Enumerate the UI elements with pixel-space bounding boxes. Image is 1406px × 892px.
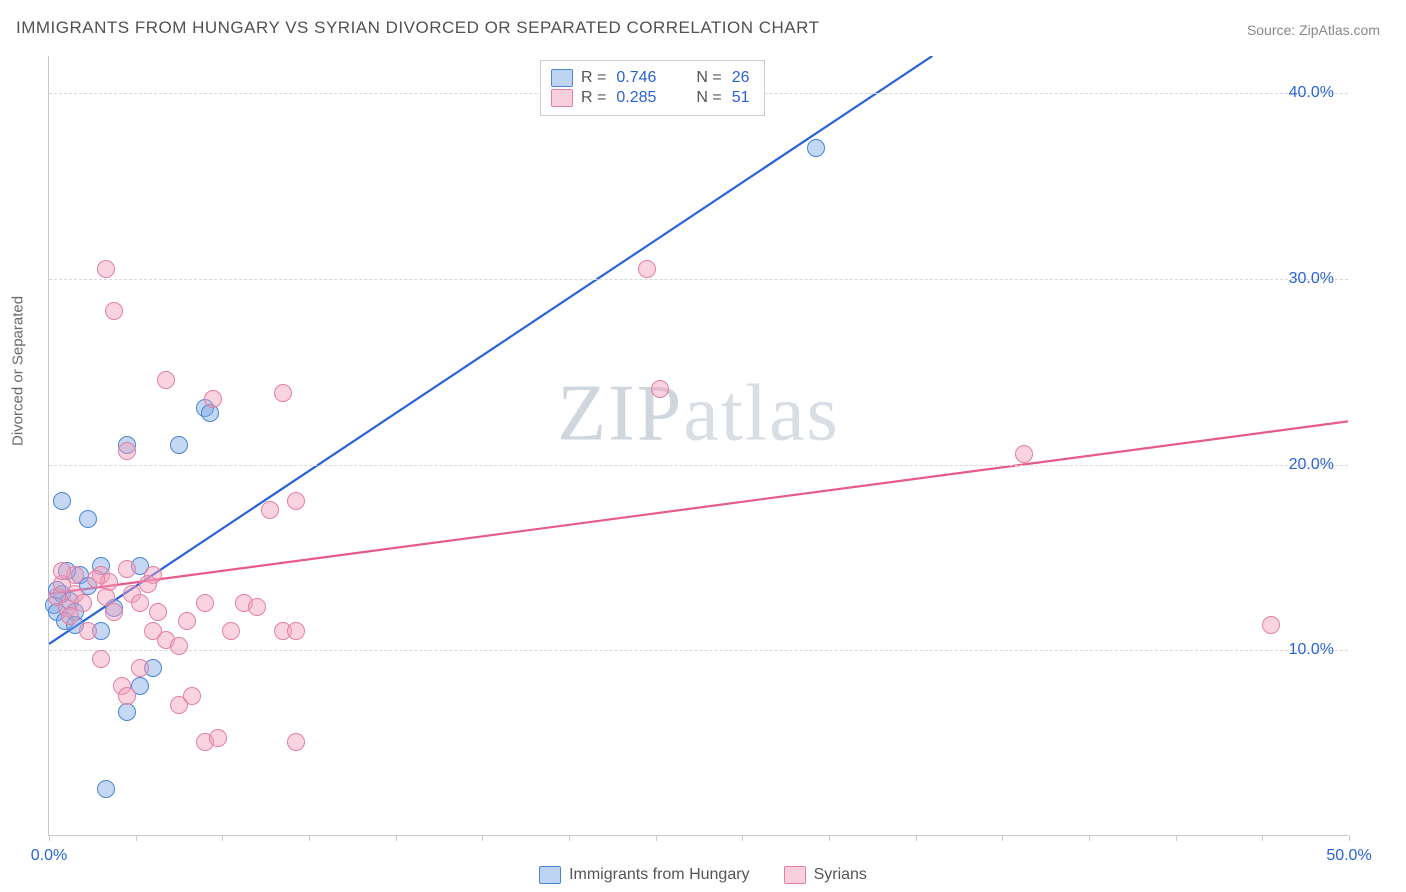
x-tick-mark <box>49 835 50 841</box>
x-tick-mark <box>136 835 137 841</box>
y-tick-label: 20.0% <box>1289 456 1334 474</box>
correlation-legend: R = 0.746 N = 26 R = 0.285 N = 51 <box>540 60 765 116</box>
y-tick-label: 30.0% <box>1289 270 1334 288</box>
r-label: R = <box>581 89 606 107</box>
n-label: N = <box>696 69 721 87</box>
data-point <box>170 637 188 655</box>
data-point <box>97 588 115 606</box>
x-tick-mark <box>829 835 830 841</box>
gridline <box>49 465 1348 466</box>
data-point <box>149 603 167 621</box>
data-point <box>638 260 656 278</box>
x-tick-mark <box>1349 835 1350 841</box>
source-name: ZipAtlas.com <box>1299 22 1380 38</box>
data-point <box>287 622 305 640</box>
data-point <box>118 703 136 721</box>
trend-line <box>49 56 932 644</box>
data-point <box>61 607 79 625</box>
swatch-blue <box>539 866 561 884</box>
data-point <box>209 729 227 747</box>
data-point <box>287 492 305 510</box>
plot-area: ZIPatlas 10.0%20.0%30.0%40.0%0.0%50.0% <box>48 56 1348 836</box>
series-legend: Immigrants from Hungary Syrians <box>0 866 1406 884</box>
x-tick-label: 0.0% <box>31 847 67 865</box>
watermark: ZIPatlas <box>557 369 840 460</box>
source-attribution: Source: ZipAtlas.com <box>1247 22 1380 38</box>
legend-item-hungary: Immigrants from Hungary <box>539 866 750 884</box>
x-tick-mark <box>396 835 397 841</box>
r-value-syrians: 0.285 <box>616 89 656 107</box>
legend-label-syrians: Syrians <box>814 866 867 884</box>
x-tick-mark <box>742 835 743 841</box>
data-point <box>53 492 71 510</box>
data-point <box>53 562 71 580</box>
data-point <box>807 139 825 157</box>
data-point <box>287 733 305 751</box>
data-point <box>170 436 188 454</box>
trend-line <box>49 421 1348 593</box>
data-point <box>1262 616 1280 634</box>
data-point <box>178 612 196 630</box>
x-tick-label: 50.0% <box>1326 847 1371 865</box>
data-point <box>87 570 105 588</box>
y-axis-label: Divorced or Separated <box>10 296 27 446</box>
data-point <box>97 260 115 278</box>
gridline <box>49 650 1348 651</box>
watermark-light: atlas <box>683 370 840 458</box>
data-point <box>105 302 123 320</box>
data-point <box>131 594 149 612</box>
data-point <box>118 687 136 705</box>
data-point <box>183 687 201 705</box>
y-tick-label: 10.0% <box>1289 641 1334 659</box>
trend-lines <box>49 56 1348 835</box>
chart-container: IMMIGRANTS FROM HUNGARY VS SYRIAN DIVORC… <box>0 0 1406 892</box>
x-tick-mark <box>569 835 570 841</box>
x-tick-mark <box>222 835 223 841</box>
data-point <box>651 380 669 398</box>
data-point <box>79 622 97 640</box>
swatch-blue <box>551 69 573 87</box>
data-point <box>1015 445 1033 463</box>
x-tick-mark <box>1089 835 1090 841</box>
n-value-hungary: 26 <box>732 69 750 87</box>
data-point <box>131 659 149 677</box>
data-point <box>261 501 279 519</box>
x-tick-mark <box>656 835 657 841</box>
swatch-pink <box>784 866 806 884</box>
x-tick-mark <box>482 835 483 841</box>
data-point <box>118 560 136 578</box>
swatch-pink <box>551 89 573 107</box>
data-point <box>79 510 97 528</box>
legend-item-syrians: Syrians <box>784 866 867 884</box>
x-tick-mark <box>309 835 310 841</box>
data-point <box>97 780 115 798</box>
data-point <box>274 384 292 402</box>
x-tick-mark <box>1002 835 1003 841</box>
r-value-hungary: 0.746 <box>616 69 656 87</box>
n-label: N = <box>696 89 721 107</box>
legend-label-hungary: Immigrants from Hungary <box>569 866 750 884</box>
data-point <box>92 650 110 668</box>
x-tick-mark <box>1176 835 1177 841</box>
data-point <box>204 390 222 408</box>
r-label: R = <box>581 69 606 87</box>
data-point <box>139 575 157 593</box>
gridline <box>49 279 1348 280</box>
source-label: Source: <box>1247 22 1295 38</box>
data-point <box>118 442 136 460</box>
data-point <box>157 371 175 389</box>
legend-row-hungary: R = 0.746 N = 26 <box>551 69 750 87</box>
data-point <box>196 594 214 612</box>
data-point <box>248 598 266 616</box>
data-point <box>222 622 240 640</box>
y-tick-label: 40.0% <box>1289 84 1334 102</box>
x-tick-mark <box>1262 835 1263 841</box>
legend-row-syrians: R = 0.285 N = 51 <box>551 89 750 107</box>
n-value-syrians: 51 <box>732 89 750 107</box>
x-tick-mark <box>916 835 917 841</box>
chart-title: IMMIGRANTS FROM HUNGARY VS SYRIAN DIVORC… <box>16 18 819 38</box>
